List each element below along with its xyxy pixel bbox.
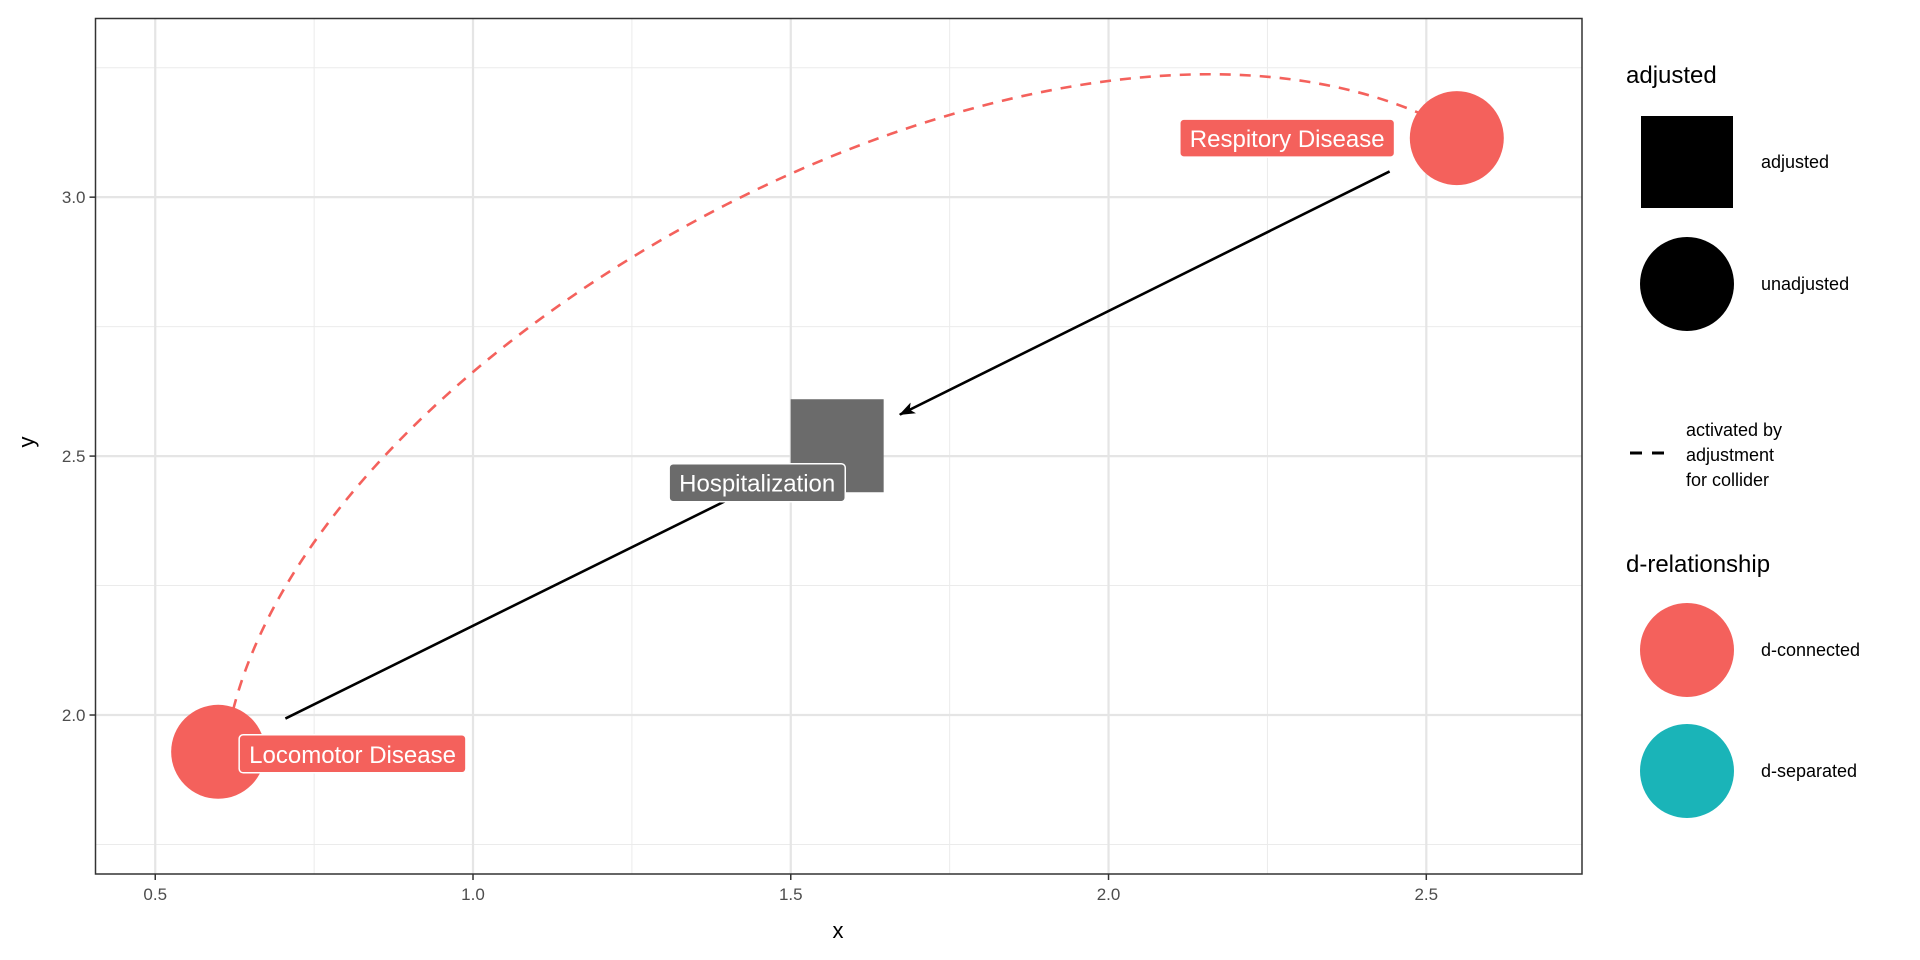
legend-label-adjusted: adjusted: [1761, 152, 1829, 172]
legend-key-d-separated: [1640, 724, 1734, 818]
node-label-box: [238, 734, 467, 774]
y-axis-title: y: [14, 437, 39, 448]
legend-key-d-connected: [1640, 603, 1734, 697]
legend-label-d-separated: d-separated: [1761, 761, 1857, 781]
edge-arrow: [284, 475, 776, 720]
node-label-2: Respitory Disease: [1179, 118, 1396, 158]
x-tick-label: 1.5: [779, 885, 803, 904]
node-label-text: Locomotor Disease: [249, 742, 456, 769]
y-tick-label: 2.5: [62, 447, 86, 466]
x-tick-label: 0.5: [143, 885, 167, 904]
axes: 0.5 1.0 1.5 2.0 2.5 2.0 2.5 3.0: [62, 188, 1438, 904]
x-axis-title: x: [833, 918, 844, 943]
edge-arrow: [898, 170, 1391, 416]
node-label-box: [668, 462, 847, 503]
node-label-box: [1179, 118, 1396, 158]
y-tick-label: 3.0: [62, 188, 86, 207]
legend-label-unadjusted: unadjusted: [1761, 274, 1849, 294]
node-label-text: Respitory Disease: [1190, 126, 1385, 153]
node-labels: Locomotor Disease Hospitalization Respitor…: [238, 118, 1396, 774]
legend: adjusted adjusted unadjusted activated b…: [1626, 62, 1860, 818]
edges: [231, 72, 1434, 720]
x-tick-label: 2.0: [1097, 885, 1121, 904]
legend-label-d-connected: d-connected: [1761, 640, 1860, 660]
node-circle-2: [1409, 91, 1504, 186]
edge-dashed-collider-path: [231, 72, 1434, 711]
legend-key-circle: [1640, 237, 1734, 331]
node-circle-0: [171, 704, 266, 799]
legend-title-adjusted: adjusted: [1626, 62, 1717, 89]
y-tick-label: 2.0: [62, 706, 86, 725]
node-label-1: Hospitalization: [668, 462, 847, 503]
x-tick-label: 1.0: [461, 885, 485, 904]
legend-title-d-relationship: d-relationship: [1626, 551, 1770, 578]
panel-border: [94, 17, 1583, 875]
node-label-0: Locomotor Disease: [238, 734, 467, 774]
legend-label-activated-3: for collider: [1686, 470, 1769, 490]
legend-key-square: [1641, 116, 1733, 208]
x-tick-label: 2.5: [1414, 885, 1438, 904]
legend-label-activated-2: adjustment: [1686, 445, 1774, 465]
legend-label-activated-1: activated by: [1686, 420, 1782, 440]
node-label-text: Hospitalization: [679, 471, 835, 498]
